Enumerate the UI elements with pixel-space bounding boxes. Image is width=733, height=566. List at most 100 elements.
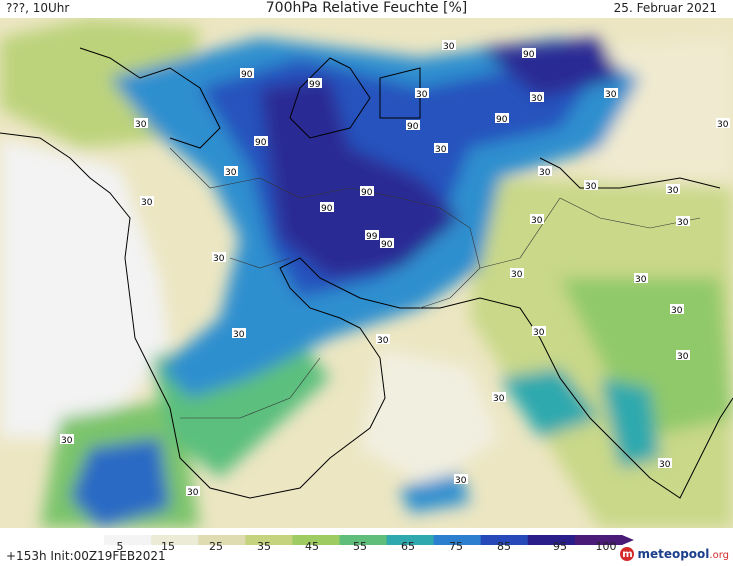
svg-text:30: 30: [225, 168, 237, 178]
colorbar-tick: 25: [209, 540, 223, 553]
svg-text:30: 30: [659, 460, 671, 470]
contour-label: 30: [530, 92, 544, 104]
svg-text:90: 90: [241, 70, 253, 80]
svg-text:30: 30: [671, 306, 683, 316]
forecast-date: 25. Februar 2021: [613, 1, 717, 15]
svg-text:30: 30: [435, 145, 447, 155]
contour-label: 90: [240, 68, 254, 80]
forecast-weekday-hour: ???, 10Uhr: [6, 1, 70, 15]
colorbar-swatch: [480, 535, 529, 545]
colorbar-swatch: [386, 535, 435, 545]
svg-text:30: 30: [667, 186, 679, 196]
contour-label: 30: [224, 166, 238, 178]
colorbar-tick: 35: [257, 540, 271, 553]
colorbar-swatch: [433, 535, 482, 545]
map-header: ???, 10Uhr 700hPa Relative Feuchte [%] 2…: [0, 0, 733, 18]
svg-text:30: 30: [605, 90, 617, 100]
colorbar-swatch: [527, 535, 576, 545]
country-borders: [169, 147, 701, 419]
contour-label: 30: [676, 216, 690, 228]
run-info: +153h Init:00Z19FEB2021: [6, 549, 166, 563]
humidity-map: 90 90 99 90 90 90 90 90 99 90 30 30 30 3…: [0, 18, 733, 528]
contour-label: 30: [604, 88, 618, 100]
contour-label: 30: [510, 268, 524, 280]
colorbar-tick: 5: [116, 540, 124, 553]
contour-label: 30: [140, 196, 154, 208]
colorbar-tick: 15: [161, 540, 175, 553]
contour-label: 90: [360, 186, 374, 198]
svg-text:30: 30: [635, 275, 647, 285]
colorbar-swatch: [245, 535, 293, 545]
contour-label: 30: [134, 118, 148, 130]
contour-label: 30: [666, 184, 680, 196]
svg-text:90: 90: [255, 138, 267, 148]
svg-text:30: 30: [141, 198, 153, 208]
contour-label: 90: [380, 238, 394, 250]
contour-label: 30: [492, 392, 506, 404]
contour-label: 30: [186, 486, 200, 498]
svg-text:90: 90: [496, 115, 508, 125]
colorbar-swatch: [574, 535, 623, 545]
coastlines: [0, 47, 733, 499]
contour-label: 30: [530, 214, 544, 226]
svg-text:30: 30: [677, 352, 689, 362]
colorbar-tick: 45: [305, 540, 319, 553]
contour-label: 90: [254, 136, 268, 148]
svg-text:30: 30: [539, 168, 551, 178]
colorbar-tick: 65: [401, 540, 415, 553]
contour-label: 30: [442, 40, 456, 52]
svg-text:30: 30: [233, 330, 245, 340]
svg-text:90: 90: [381, 240, 393, 250]
colorbar-tick: 75: [449, 540, 463, 553]
svg-text:90: 90: [361, 188, 373, 198]
colorbar-tick: 100: [595, 540, 617, 553]
contour-label: 90: [406, 120, 420, 132]
svg-text:30: 30: [511, 270, 523, 280]
contour-label: 90: [495, 113, 509, 125]
colorbar-swatch: [198, 535, 246, 545]
svg-text:99: 99: [366, 232, 378, 242]
svg-text:99: 99: [309, 80, 321, 90]
svg-text:30: 30: [213, 254, 225, 264]
svg-text:30: 30: [585, 182, 597, 192]
colorbar-swatches: [104, 535, 634, 545]
svg-text:30: 30: [531, 216, 543, 226]
contour-label: 30: [376, 334, 390, 346]
svg-text:30: 30: [717, 120, 729, 130]
humidity-field: [0, 18, 733, 528]
contour-label: 30: [60, 434, 74, 446]
colorbar-tick: 55: [353, 540, 367, 553]
colorbar-ticks: 5 15 25 35 45 55 65 75 85 95 100: [0, 540, 733, 554]
svg-text:30: 30: [187, 488, 199, 498]
contour-label: 99: [365, 230, 379, 242]
contour-label: 30: [538, 166, 552, 178]
svg-text:30: 30: [455, 476, 467, 486]
svg-text:30: 30: [443, 42, 455, 52]
contour-label: 30: [716, 118, 730, 130]
svg-text:30: 30: [533, 328, 545, 338]
contour-label: 30: [584, 180, 598, 192]
colorbar-tick: 95: [553, 540, 567, 553]
contour-label: 30: [212, 252, 226, 264]
contour-label: 90: [320, 202, 334, 214]
svg-text:30: 30: [416, 90, 428, 100]
contour-label: 30: [670, 304, 684, 316]
colorbar-swatch: [104, 535, 152, 545]
svg-text:30: 30: [677, 218, 689, 228]
svg-text:30: 30: [61, 436, 73, 446]
logo-text: meteopool.org: [637, 547, 729, 561]
contour-label: 30: [434, 143, 448, 155]
svg-text:30: 30: [135, 120, 147, 130]
contour-label: 30: [676, 350, 690, 362]
contour-label: 30: [532, 326, 546, 338]
svg-text:90: 90: [407, 122, 419, 132]
colorbar-end-arrow: [622, 535, 634, 545]
colorbar-swatch: [151, 535, 199, 545]
svg-text:30: 30: [377, 336, 389, 346]
meteopool-logo[interactable]: m meteopool.org: [620, 545, 729, 563]
contour-label: 30: [634, 273, 648, 285]
contour-label: 30: [232, 328, 246, 340]
colorbar-swatch: [339, 535, 388, 545]
colorbar: [104, 530, 634, 545]
svg-text:30: 30: [531, 94, 543, 104]
